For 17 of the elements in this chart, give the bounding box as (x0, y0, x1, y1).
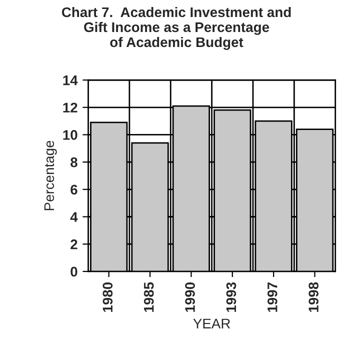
x-tick-label: 1997 (267, 282, 278, 312)
y-tick-label: 2 (70, 239, 78, 250)
x-tick-label: 1998 (308, 282, 318, 312)
y-tick-label: 14 (63, 76, 78, 86)
chart-title: Chart 7. Academic Investment and Gift Income as a Percentage of Academic Budget (62, 6, 291, 50)
y-tick-label: 12 (63, 102, 78, 112)
y-tick-label: 10 (63, 130, 78, 140)
x-tick-label: 1993 (226, 282, 236, 312)
x-tick-label: 1980 (102, 282, 113, 312)
y-tick-label: 6 (70, 184, 78, 195)
x-tick-label: 1985 (144, 282, 154, 312)
y-tick-label: 8 (70, 157, 78, 168)
y-axis-title: Percentage (44, 140, 57, 210)
x-tick-label: 1990 (185, 282, 195, 312)
x-axis-title: YEAR (193, 318, 230, 328)
y-tick-label: 0 (70, 266, 78, 277)
y-tick-label: 4 (70, 212, 78, 222)
